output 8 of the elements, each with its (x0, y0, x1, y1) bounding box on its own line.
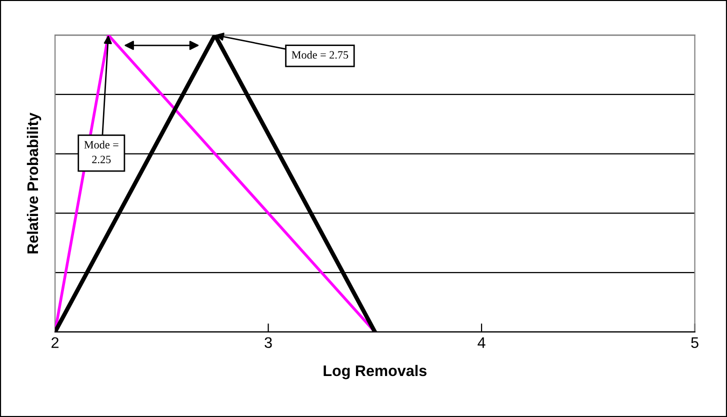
annotation: Mode = 2.25 (84, 140, 118, 164)
x-tick-label: 2 (52, 337, 59, 348)
x-tick-label: 5 (691, 337, 698, 348)
y-axis-title: Relative Probability (26, 112, 42, 254)
x-axis-title: Log Removals (324, 364, 426, 380)
x-tick-label: 4 (478, 337, 486, 348)
annotation: Mode = 2.75 (292, 50, 348, 59)
x-tick-label: 3 (264, 337, 272, 348)
